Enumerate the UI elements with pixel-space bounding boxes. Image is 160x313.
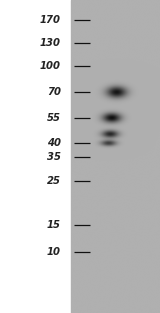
Text: 170: 170 xyxy=(40,15,61,25)
Text: 130: 130 xyxy=(40,38,61,48)
Text: 10: 10 xyxy=(47,247,61,257)
Text: 15: 15 xyxy=(47,220,61,230)
Text: 40: 40 xyxy=(47,138,61,148)
Text: 25: 25 xyxy=(47,176,61,186)
Bar xyxy=(0,0,71,313)
Text: 70: 70 xyxy=(47,87,61,97)
Text: 35: 35 xyxy=(47,152,61,162)
Text: 55: 55 xyxy=(47,113,61,123)
Text: 100: 100 xyxy=(40,61,61,71)
Bar xyxy=(71,0,160,313)
